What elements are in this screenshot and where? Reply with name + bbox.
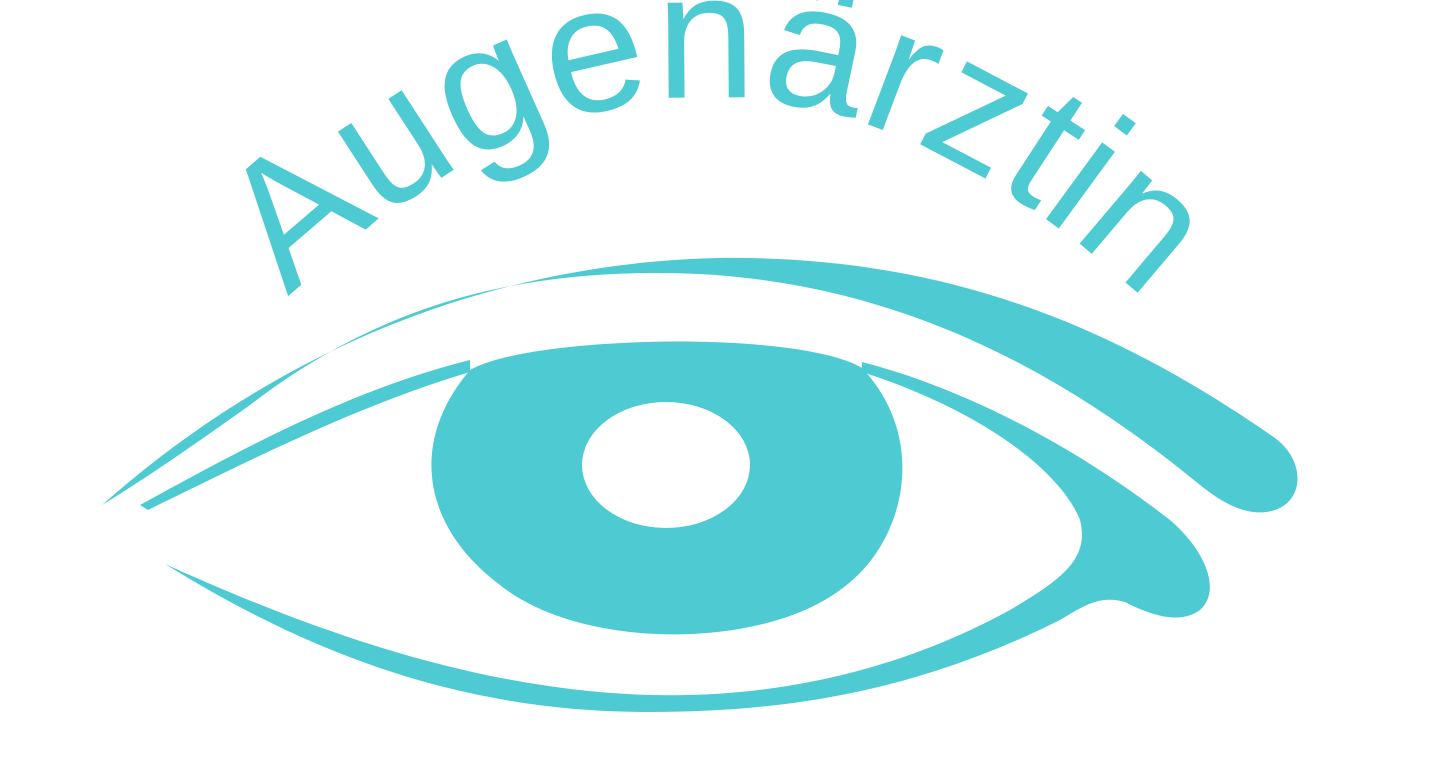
eye-icon <box>102 257 1298 712</box>
eye-brow-stroke <box>102 257 1298 513</box>
logo-wordmark-text: Augenärztin <box>182 0 1251 331</box>
logo-wordmark: Augenärztin <box>182 0 1252 331</box>
eye-upper-lid <box>140 360 470 510</box>
eye-iris <box>431 341 903 635</box>
